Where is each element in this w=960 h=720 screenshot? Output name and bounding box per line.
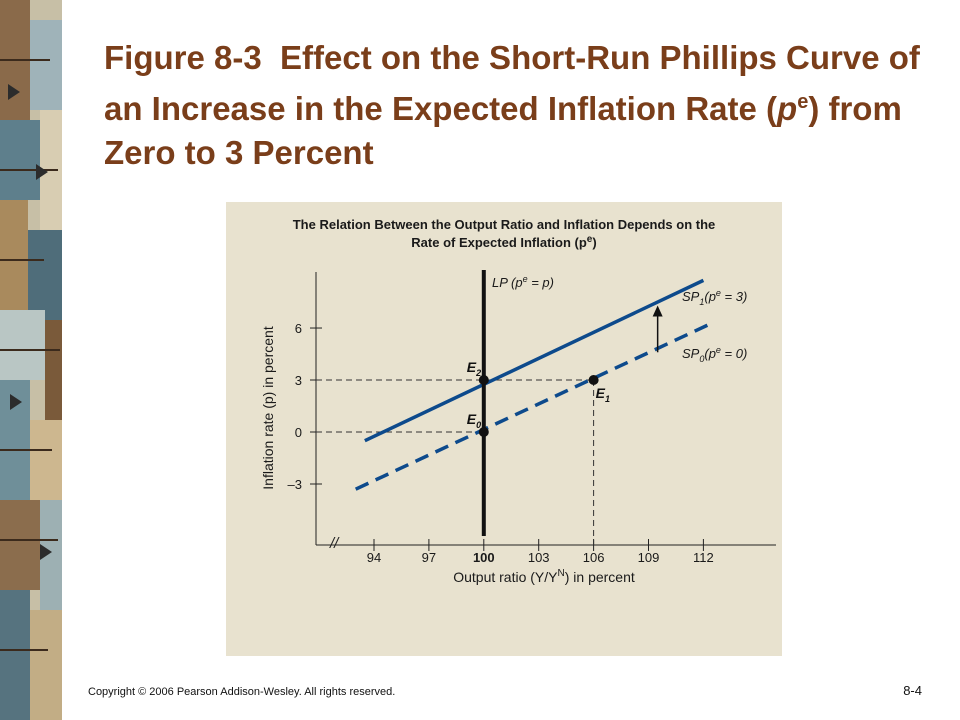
y-tick-label: –3 — [288, 477, 302, 492]
sp0-label-sup: e — [716, 345, 721, 355]
chart-title-line2: Rate of Expected Inflation (pe) — [411, 234, 596, 250]
y-tick-label: 3 — [295, 373, 302, 388]
sp1-label-end: = 3) — [721, 289, 747, 304]
sp0-label-main: SP — [682, 346, 700, 361]
x-tick-label: 100 — [473, 550, 495, 565]
title-end: ) from Zero to 3 Percent — [104, 90, 902, 171]
x-tick-label: 106 — [583, 550, 605, 565]
chart-title-line1: The Relation Between the Output Ratio an… — [293, 217, 716, 232]
y-tick-label: 6 — [295, 321, 302, 336]
title-p: p — [777, 90, 798, 127]
y-ticks: 6 3 0 –3 — [288, 321, 322, 492]
point-label-e0: E0 — [467, 411, 481, 430]
point-label-letter: E — [467, 359, 477, 375]
chart-title-sup: e — [587, 234, 593, 245]
title-text: Effect on the Short-Run Phillips Curve o… — [104, 39, 920, 127]
x-tick-label: 97 — [422, 550, 436, 565]
chart-title-close: ) — [592, 235, 596, 250]
sp1-curve — [364, 278, 705, 443]
equilibrium-point-e0 — [478, 427, 489, 437]
x-tick-label: 112 — [693, 550, 714, 565]
sp1-label-sup: e — [716, 288, 721, 298]
chart-panel: The Relation Between the Output Ratio an… — [226, 202, 782, 656]
lp-line-label: LP (pe = p) — [492, 274, 554, 290]
point-label-subscript: 2 — [475, 368, 481, 378]
sp0-label-rest: (p — [704, 346, 716, 361]
series-layer — [354, 270, 714, 536]
point-label-subscript: 0 — [476, 420, 481, 430]
guide-lines — [316, 379, 595, 545]
x-ticks: 94 97 100 103 106 109 112 — [367, 539, 714, 565]
x-axis-label-text: Output ratio (Y/Y — [453, 569, 558, 585]
x-tick-label: 94 — [367, 550, 381, 565]
sp1-label-rest: (p — [704, 289, 716, 304]
page-number: 8-4 — [903, 683, 922, 698]
point-label-letter: E — [467, 411, 477, 427]
point-label-letter: E — [596, 385, 606, 401]
y-tick-label: 0 — [295, 425, 302, 440]
sp1-label-sub: 1 — [699, 297, 704, 307]
equilibrium-point-e2 — [478, 375, 489, 386]
sp0-label-end: = 0) — [721, 346, 747, 361]
sp0-label-sub: 0 — [699, 354, 704, 364]
figure-number: Figure 8-3 — [104, 39, 262, 76]
axis-break-mark: // — [329, 535, 340, 552]
lp-label-end: = p) — [528, 275, 554, 290]
decorative-side-art — [0, 0, 62, 720]
equilibrium-point-e1 — [588, 375, 599, 386]
sp1-label-main: SP — [682, 289, 700, 304]
lp-label-sup: e — [523, 274, 528, 284]
sp0-label: SP0(pe = 0) — [682, 345, 747, 364]
point-label-subscript: 1 — [605, 394, 610, 404]
shift-arrow-head — [652, 305, 663, 317]
lp-label-text: LP (p — [492, 275, 523, 290]
title-superscript: e — [797, 91, 809, 113]
y-axis-label: Inflation rate (p) in percent — [260, 326, 276, 490]
x-tick-label: 103 — [528, 550, 550, 565]
x-axis-label-close: ) in percent — [565, 569, 635, 585]
slide-title: Figure 8-3 Effect on the Short-Run Phill… — [104, 36, 924, 175]
chart-title-line2-text: Rate of Expected Inflation (p — [411, 235, 587, 250]
phillips-curve-chart: The Relation Between the Output Ratio an… — [260, 217, 776, 585]
point-label-e2: E2 — [467, 359, 481, 378]
x-axis-label: Output ratio (Y/YN) in percent — [453, 568, 635, 585]
x-tick-label: 109 — [638, 550, 660, 565]
sp0-curve — [354, 321, 714, 491]
sp1-label: SP1(pe = 3) — [682, 288, 747, 307]
copyright-footer: Copyright © 2006 Pearson Addison-Wesley.… — [88, 686, 396, 698]
x-axis-label-sup: N — [558, 568, 565, 579]
point-label-e1: E1 — [596, 385, 610, 404]
